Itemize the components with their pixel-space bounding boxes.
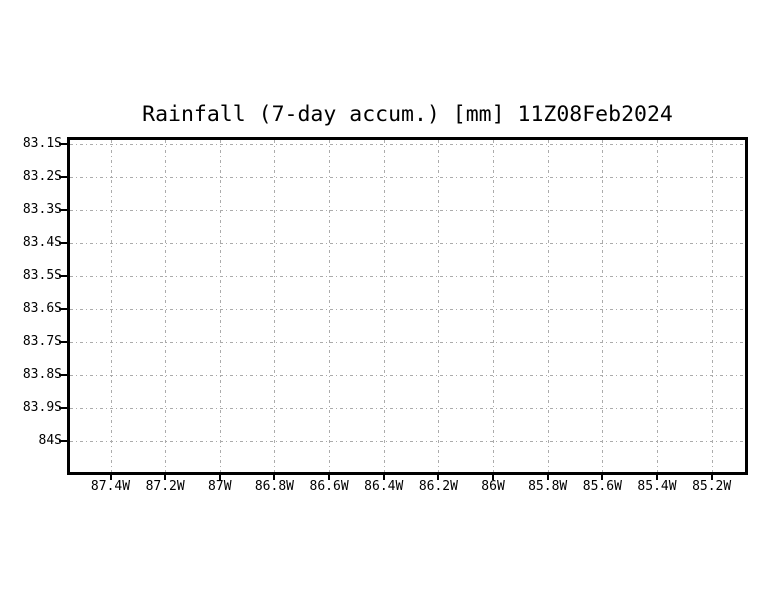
y-axis-tick bbox=[59, 406, 67, 409]
y-axis-tick bbox=[59, 175, 67, 178]
y-tick-label: 84S bbox=[38, 432, 62, 448]
x-tick-label: 85.6W bbox=[582, 479, 622, 494]
gridline-vertical bbox=[602, 140, 604, 472]
gridline-horizontal bbox=[70, 176, 745, 178]
x-axis-tick bbox=[601, 475, 604, 480]
gridline-vertical bbox=[438, 140, 440, 472]
gridline-vertical bbox=[219, 140, 221, 472]
y-tick-label: 83.7S bbox=[22, 333, 62, 349]
x-axis-tick bbox=[656, 475, 658, 480]
y-axis-tick bbox=[59, 373, 67, 376]
chart-title: Rainfall (7-day accum.) [mm] 11Z08Feb202… bbox=[142, 102, 673, 127]
x-axis-tick bbox=[218, 475, 221, 480]
y-tick-label: 83.8S bbox=[22, 366, 62, 382]
plot-gridlines-layer bbox=[70, 140, 745, 472]
gridline-vertical bbox=[274, 140, 276, 472]
x-tick-label: 85.4W bbox=[637, 479, 677, 494]
gridline-vertical bbox=[110, 140, 112, 472]
gridline-horizontal bbox=[70, 407, 745, 409]
x-axis-tick bbox=[546, 475, 549, 480]
gridline-vertical bbox=[711, 140, 713, 472]
gridline-horizontal bbox=[70, 341, 745, 343]
y-axis-tick bbox=[59, 208, 67, 211]
gridline-horizontal bbox=[70, 374, 745, 376]
x-tick-label: 87.2W bbox=[145, 479, 185, 494]
y-tick-label: 83.4S bbox=[22, 234, 62, 250]
y-tick-label: 83.6S bbox=[22, 300, 62, 316]
gridline-horizontal bbox=[70, 275, 745, 277]
gridline-horizontal bbox=[70, 242, 745, 244]
x-axis-tick bbox=[382, 475, 385, 480]
x-tick-label: 86.2W bbox=[418, 479, 458, 494]
y-axis-tick bbox=[59, 142, 67, 145]
gridline-vertical bbox=[383, 140, 385, 472]
y-tick-label: 83.5S bbox=[22, 267, 62, 283]
x-tick-label: 86.4W bbox=[364, 479, 404, 494]
gridline-vertical bbox=[657, 140, 658, 472]
x-tick-label: 86.6W bbox=[309, 479, 349, 494]
x-axis-tick bbox=[710, 475, 713, 480]
x-axis-tick bbox=[492, 475, 495, 480]
y-axis-tick bbox=[59, 274, 67, 277]
y-axis-tick bbox=[59, 241, 67, 244]
x-tick-label: 85.2W bbox=[692, 479, 732, 494]
gridline-horizontal bbox=[70, 209, 745, 211]
y-axis-tick bbox=[59, 307, 67, 310]
gridline-vertical bbox=[493, 140, 495, 472]
y-tick-label: 83.1S bbox=[22, 135, 62, 151]
x-tick-label: 86.8W bbox=[254, 479, 294, 494]
x-tick-label: 87.4W bbox=[90, 479, 131, 494]
x-axis-tick bbox=[109, 475, 112, 480]
x-tick-label: 86W bbox=[481, 479, 505, 494]
gridline-horizontal bbox=[70, 143, 745, 145]
y-tick-label: 83.9S bbox=[22, 399, 62, 415]
x-axis-tick bbox=[328, 475, 331, 480]
y-tick-label: 83.3S bbox=[22, 201, 62, 217]
gridline-horizontal bbox=[70, 308, 745, 310]
y-tick-label: 83.2S bbox=[22, 168, 62, 184]
x-axis-tick bbox=[437, 475, 440, 480]
y-axis-tick bbox=[59, 439, 67, 442]
gridline-vertical bbox=[165, 140, 167, 472]
x-tick-label: 87W bbox=[208, 479, 232, 494]
x-tick-label: 85.8W bbox=[528, 479, 568, 494]
gridline-vertical bbox=[547, 140, 549, 472]
gridline-vertical bbox=[329, 140, 331, 472]
plot-area bbox=[67, 137, 748, 475]
gridline-horizontal bbox=[70, 440, 745, 442]
x-axis-tick bbox=[164, 475, 167, 480]
y-axis-tick bbox=[59, 340, 67, 343]
x-axis-tick bbox=[273, 475, 276, 480]
